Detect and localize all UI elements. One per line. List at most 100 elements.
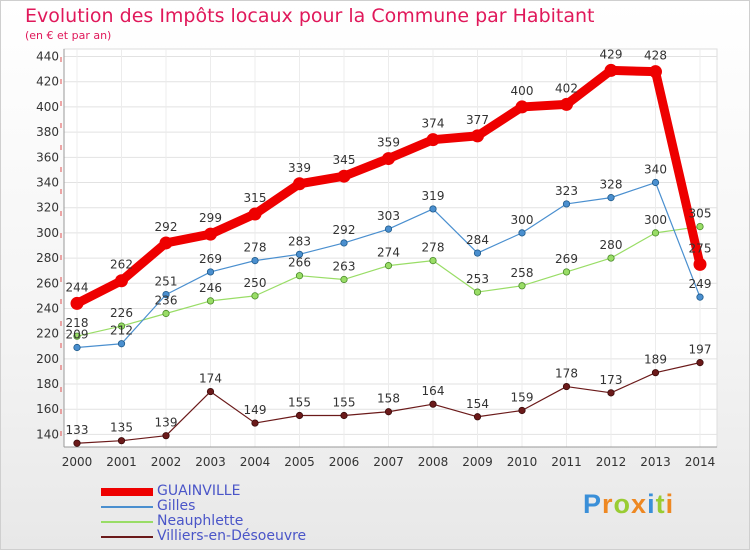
data-label: 269 [199, 252, 222, 266]
data-label: 174 [199, 372, 222, 386]
x-tick-label: 2013 [640, 455, 671, 469]
data-point [251, 256, 259, 265]
data-point [473, 288, 482, 296]
logo-letter: i [647, 489, 656, 519]
data-point [515, 100, 529, 114]
data-label: 262 [110, 258, 133, 272]
data-label: 299 [199, 211, 222, 225]
data-point [70, 296, 84, 310]
logo-letter: t [655, 489, 666, 519]
data-label: 139 [155, 416, 178, 430]
data-point [693, 257, 707, 271]
chart-title: Evolution des Impôts locaux pour la Comm… [25, 5, 595, 27]
data-label: 209 [66, 328, 89, 342]
data-point [117, 340, 126, 348]
data-label: 305 [689, 207, 712, 221]
data-label: 178 [555, 367, 578, 381]
data-label: 164 [422, 384, 445, 398]
data-point [473, 413, 482, 421]
data-label: 428 [644, 49, 667, 63]
series-lines [70, 63, 707, 447]
data-label: 250 [244, 276, 267, 290]
x-tick-label: 2003 [195, 455, 226, 469]
data-label: 149 [244, 403, 267, 417]
data-label: 278 [244, 241, 267, 255]
grid [63, 48, 718, 448]
logo-letter: i [665, 489, 675, 519]
logo-letter: o [613, 489, 632, 519]
legend-swatch [101, 488, 153, 496]
data-point [607, 194, 615, 202]
data-label: 292 [333, 223, 356, 237]
plot-area [63, 48, 718, 448]
data-point [562, 200, 571, 208]
data-point [295, 411, 304, 420]
data-label: 400 [511, 84, 534, 98]
data-point [518, 282, 526, 290]
data-label: 269 [555, 252, 578, 266]
y-tick-label: 180 [36, 377, 59, 391]
y-tick-label: 220 [36, 327, 59, 341]
data-label: 359 [377, 136, 400, 150]
data-point [384, 408, 393, 416]
data-label: 340 [644, 163, 667, 177]
data-label: 319 [422, 189, 445, 203]
data-point [607, 389, 615, 397]
logo-letter: P [583, 489, 603, 519]
data-point [337, 169, 351, 183]
data-point [426, 133, 440, 147]
data-label: 374 [422, 117, 445, 131]
data-point [562, 268, 571, 276]
data-point [206, 268, 215, 276]
data-label: 173 [600, 373, 623, 387]
data-point [251, 292, 259, 300]
data-point [651, 229, 660, 237]
data-point [649, 65, 662, 79]
data-label: 339 [288, 161, 311, 175]
legend-swatch [101, 521, 153, 523]
data-label: 328 [600, 178, 623, 192]
data-label: 323 [555, 184, 578, 198]
data-point [204, 227, 217, 241]
data-label: 345 [333, 153, 356, 167]
data-point [206, 297, 215, 305]
data-point [382, 152, 395, 166]
data-label: 315 [244, 191, 267, 205]
data-label: 244 [66, 280, 89, 294]
chart-subtitle: (en € et par an) [25, 29, 112, 42]
x-tick-label: 2004 [240, 455, 271, 469]
data-point [117, 437, 126, 445]
data-point [73, 343, 81, 352]
data-label: 158 [377, 392, 400, 406]
y-tick-label: 160 [36, 402, 59, 416]
data-label: 133 [66, 423, 89, 437]
y-tick-label: 360 [36, 150, 59, 164]
data-label: 135 [110, 421, 133, 435]
data-point [162, 432, 170, 440]
data-label: 246 [199, 281, 222, 295]
data-point [117, 322, 126, 330]
legend-label: Gilles [157, 498, 196, 514]
data-label: 377 [466, 113, 489, 127]
data-label: 402 [555, 81, 578, 95]
y-tick-label: 200 [36, 352, 59, 366]
x-tick-label: 2006 [329, 455, 360, 469]
data-point [696, 359, 704, 367]
data-point [518, 406, 526, 415]
data-label: 212 [110, 324, 133, 338]
data-label: 253 [466, 272, 489, 286]
data-point [340, 239, 348, 247]
data-label: 303 [377, 209, 400, 223]
data-point [293, 177, 306, 191]
data-label: 300 [511, 213, 534, 227]
proxiti-logo: Proxiti [583, 489, 674, 520]
data-label: 189 [644, 353, 667, 367]
legend-swatch [101, 506, 153, 508]
data-label: 266 [288, 256, 311, 270]
x-tick-label: 2005 [284, 455, 315, 469]
data-label: 284 [466, 233, 489, 247]
data-point [384, 262, 393, 270]
data-point [471, 129, 484, 143]
x-tick-label: 2002 [151, 455, 182, 469]
